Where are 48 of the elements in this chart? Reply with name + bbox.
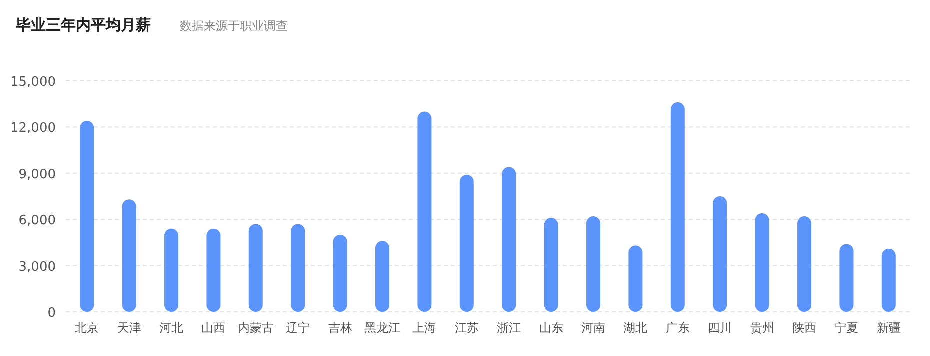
x-tick-label: 吉林 bbox=[328, 321, 352, 335]
bar bbox=[713, 196, 728, 312]
x-tick-label: 贵州 bbox=[750, 321, 774, 335]
y-tick-label: 0 bbox=[48, 306, 56, 321]
bar bbox=[840, 244, 854, 312]
x-tick-label: 湖北 bbox=[624, 321, 648, 335]
bar bbox=[80, 121, 94, 312]
bar bbox=[460, 174, 474, 312]
bar bbox=[882, 248, 896, 312]
x-tick-label: 上海 bbox=[412, 321, 437, 335]
x-tick-label: 广东 bbox=[666, 321, 690, 335]
y-tick-label: 15,000 bbox=[10, 75, 56, 90]
bar bbox=[418, 112, 432, 312]
x-tick-label: 河南 bbox=[582, 321, 606, 335]
bar bbox=[291, 224, 306, 312]
bar bbox=[502, 167, 516, 312]
x-tick-label: 宁夏 bbox=[834, 321, 859, 335]
bar bbox=[798, 216, 812, 312]
bar bbox=[544, 218, 558, 312]
x-tick-label: 辽宁 bbox=[286, 321, 310, 335]
x-tick-label: 山西 bbox=[202, 321, 226, 335]
x-tick-label: 四川 bbox=[708, 321, 732, 335]
y-tick-label: 9,000 bbox=[18, 167, 56, 182]
bar bbox=[586, 216, 600, 312]
bar bbox=[164, 228, 178, 312]
bar bbox=[628, 246, 643, 312]
bar bbox=[670, 102, 685, 312]
y-tick-label: 6,000 bbox=[18, 214, 56, 229]
chart-title: 毕业三年内平均月薪 bbox=[15, 16, 151, 34]
y-tick-label: 12,000 bbox=[10, 121, 56, 136]
chart-subtitle: 数据来源于职业调查 bbox=[180, 19, 288, 33]
x-tick-label: 北京 bbox=[75, 321, 100, 335]
x-tick-label: 陕西 bbox=[792, 321, 816, 335]
x-tick-label: 黑龙江 bbox=[364, 321, 400, 335]
x-tick-label: 江苏 bbox=[454, 321, 479, 335]
bar bbox=[206, 228, 221, 312]
y-tick-label: 3,000 bbox=[18, 260, 56, 275]
bar bbox=[248, 224, 263, 312]
x-tick-label: 内蒙古 bbox=[238, 321, 274, 335]
bar bbox=[376, 241, 390, 312]
x-tick-label: 新疆 bbox=[876, 321, 901, 335]
x-tick-label: 山东 bbox=[539, 321, 564, 335]
x-tick-label: 河北 bbox=[160, 321, 184, 335]
bar bbox=[122, 200, 136, 312]
bar bbox=[333, 235, 348, 312]
x-tick-label: 天津 bbox=[117, 321, 142, 335]
x-tick-label: 浙江 bbox=[497, 321, 522, 335]
bar bbox=[755, 213, 770, 312]
